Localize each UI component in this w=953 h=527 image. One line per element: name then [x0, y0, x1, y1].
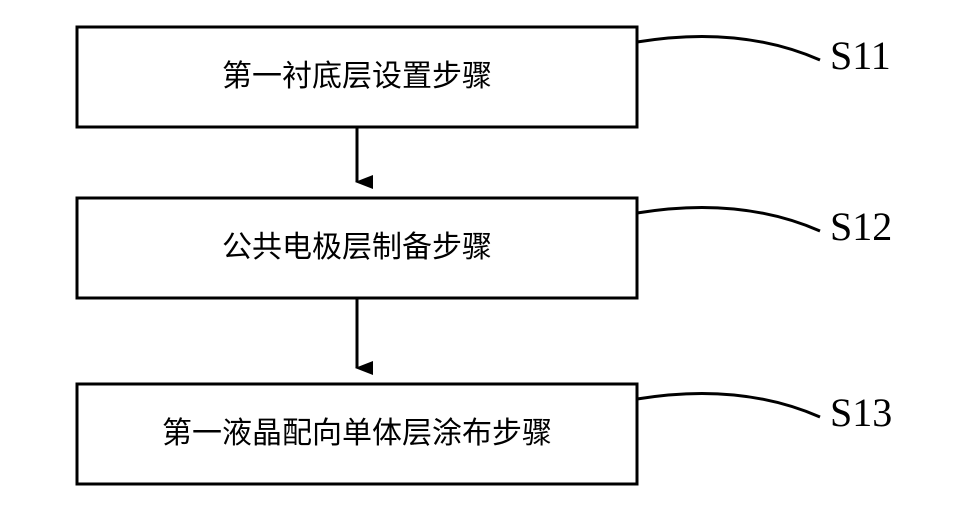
step-label: S13: [830, 390, 892, 435]
step-text: 第一衬底层设置步骤: [222, 60, 492, 93]
leader-line: [637, 393, 820, 417]
flowchart-diagram: 第一衬底层设置步骤 S11 公共电极层制备步骤 S12 第一液晶配向单体层涂布步骤 S13: [0, 0, 953, 527]
leader-line: [637, 207, 820, 231]
step-text: 第一液晶配向单体层涂布步骤: [162, 417, 552, 450]
flow-step-s11: 第一衬底层设置步骤 S11: [77, 27, 891, 127]
flow-step-s13: 第一液晶配向单体层涂布步骤 S13: [77, 384, 892, 484]
flow-step-s12: 公共电极层制备步骤 S12: [77, 198, 892, 298]
step-label: S12: [830, 204, 892, 249]
step-text: 公共电极层制备步骤: [222, 231, 492, 264]
step-label: S11: [830, 33, 891, 78]
leader-line: [637, 36, 820, 60]
